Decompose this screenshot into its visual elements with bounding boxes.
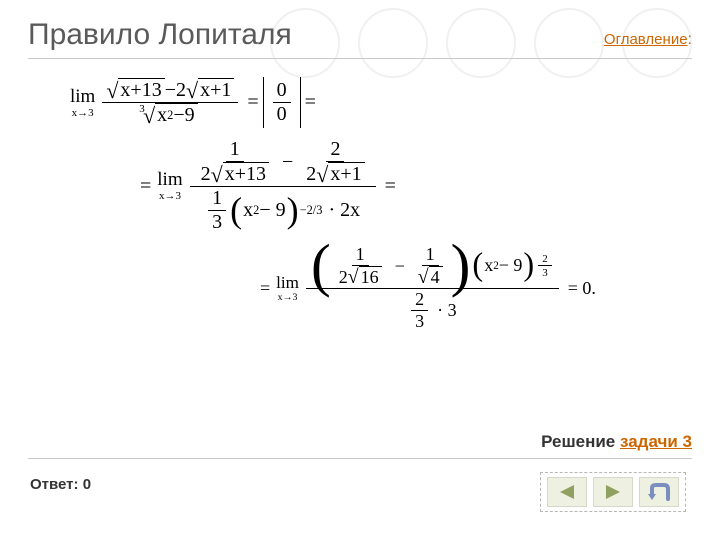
limit: lim x→3 [70,87,95,119]
eq: = [260,278,270,299]
answer-value: 0 [79,476,92,493]
triangle-right-icon [602,483,624,501]
radicand: 4 [429,266,443,288]
formula-line-2: = lim x→3 1 2√x+13 − 2 2√x+1 [140,138,692,234]
lim-sub: x→3 [159,191,181,202]
lim-sub: x→3 [278,293,298,303]
page-title: Правило Лопиталя [28,18,292,52]
sqrt: √x+1 [186,78,234,102]
ed: 3 [538,266,552,278]
solution-label: Решение [541,432,620,451]
big-frac: 1 2√x+13 − 2 2√x+1 1 3 [190,138,376,234]
result: = 0. [568,278,596,299]
solution-link[interactable]: задачи 3 [620,432,692,451]
eq: = [247,91,258,114]
rparen: ) [450,245,472,287]
n: 1 [352,244,369,266]
rparen: ) [522,253,535,279]
lparen: ( [229,196,243,225]
next-button[interactable] [593,477,633,507]
radicand: x+13 [118,78,164,102]
limit: lim x→3 [276,274,299,303]
nav-controls [540,472,686,512]
u-turn-icon [646,482,672,502]
radicand: x+1 [328,162,364,186]
n: 2 [326,138,344,162]
body: lim x→3 √x+13 −2 √x+1 3√x2−9 = [28,59,692,332]
c: 2 [339,267,348,288]
toc-colon: : [688,31,692,48]
exp: −2/3 [300,203,323,218]
d: 3 [208,211,226,234]
box-den: 0 [273,103,291,126]
rparen: ) [286,196,300,225]
lim-top: lim [276,274,299,291]
c: 2 [201,163,211,186]
tail: − 9 [259,199,285,222]
en: 2 [538,253,552,266]
d: 3 [411,311,428,332]
sqrt: √x+13 [106,78,164,102]
x: x [484,255,493,276]
lim-top: lim [157,170,182,189]
lim-sub: x→3 [72,108,94,119]
c: 2 [306,163,316,186]
box-num: 0 [273,79,291,103]
n: 1 [208,187,226,211]
minus: − [282,151,293,174]
main-frac: √x+13 −2 √x+1 3√x2−9 [102,78,238,127]
answer: Ответ: 0 [30,476,91,493]
footer: Решение задачи 3 [28,432,692,459]
toc-link-wrap: Оглавление: [604,31,692,49]
header: Правило Лопиталя Оглавление: [28,18,692,59]
lim-top: lim [70,87,95,106]
indeterminate-box: 0 0 [263,77,301,128]
n: 2 [411,289,428,311]
dot3: · 3 [437,300,457,321]
toc-link[interactable]: Оглавление [604,31,688,48]
triangle-left-icon [556,483,578,501]
n: 1 [422,244,439,266]
slide-root: Правило Лопиталя Оглавление: lim x→3 √x+… [0,0,720,540]
cbrt: 3√x2−9 [143,103,198,127]
tail: −9 [173,104,194,127]
lparen: ( [471,253,484,279]
answer-label: Ответ: [30,476,79,493]
minus: −2 [165,79,186,102]
tail: − 9 [499,255,523,276]
x: x [243,199,253,222]
return-button[interactable] [639,477,679,507]
lparen: ( [310,245,332,287]
root-index: 3 [139,104,145,115]
prev-button[interactable] [547,477,587,507]
solution-line: Решение задачи 3 [541,432,692,451]
dot2x: · 2x [328,199,360,222]
eq: = [140,175,151,198]
limit: lim x→3 [157,170,182,202]
eq: = [305,91,316,114]
formula-line-1: lim x→3 √x+13 −2 √x+1 3√x2−9 = [70,77,692,128]
formula-line-3: = lim x→3 ( 1 2√16 − 1 [260,244,692,332]
n: 1 [226,138,244,162]
x: x [157,104,167,127]
radicand: 16 [359,266,382,288]
eq: = [385,175,396,198]
minus: − [395,256,405,277]
big-frac: ( 1 2√16 − 1 √4 ) ( x2 − 9 [306,244,559,332]
radicand: x+13 [223,162,269,186]
radicand: x+1 [198,78,234,102]
